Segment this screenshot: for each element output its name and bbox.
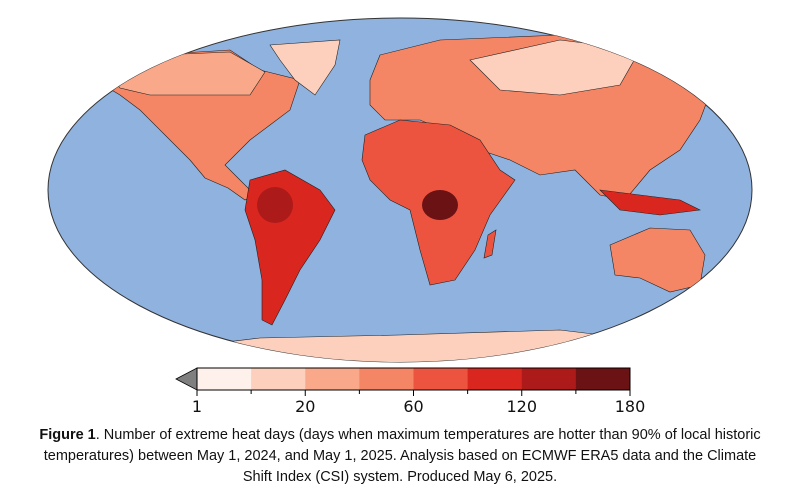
colorbar-bin xyxy=(413,368,469,390)
colorbar-tick-label: 180 xyxy=(614,397,646,416)
colorbar-bin xyxy=(521,368,577,390)
world-map xyxy=(47,17,753,363)
madagascar xyxy=(483,229,497,259)
indonesia xyxy=(599,189,702,216)
colorbar xyxy=(175,367,631,396)
figure-caption: Figure 1. Number of extreme heat days (d… xyxy=(30,425,770,488)
colorbar-tick-label: 120 xyxy=(506,397,538,416)
colorbar-tick-label: 60 xyxy=(403,397,424,416)
amazon xyxy=(257,187,293,223)
colorbar-bin xyxy=(305,368,360,390)
colorbar-bin xyxy=(467,368,523,390)
central-africa xyxy=(422,190,458,220)
colorbar-bin xyxy=(359,368,414,390)
caption-text: . Number of extreme heat days (days when… xyxy=(43,427,761,485)
colorbar-bin xyxy=(197,368,252,390)
figure-label: Figure 1 xyxy=(39,427,96,443)
greenland xyxy=(269,39,341,96)
colorbar-tick-label: 20 xyxy=(295,397,316,416)
siberia xyxy=(469,39,641,96)
colorbar-tick-label: 1 xyxy=(191,397,203,416)
colorbar-under-arrow xyxy=(175,367,198,391)
colorbar-bin xyxy=(251,368,306,390)
colorbar-bin xyxy=(575,368,631,390)
